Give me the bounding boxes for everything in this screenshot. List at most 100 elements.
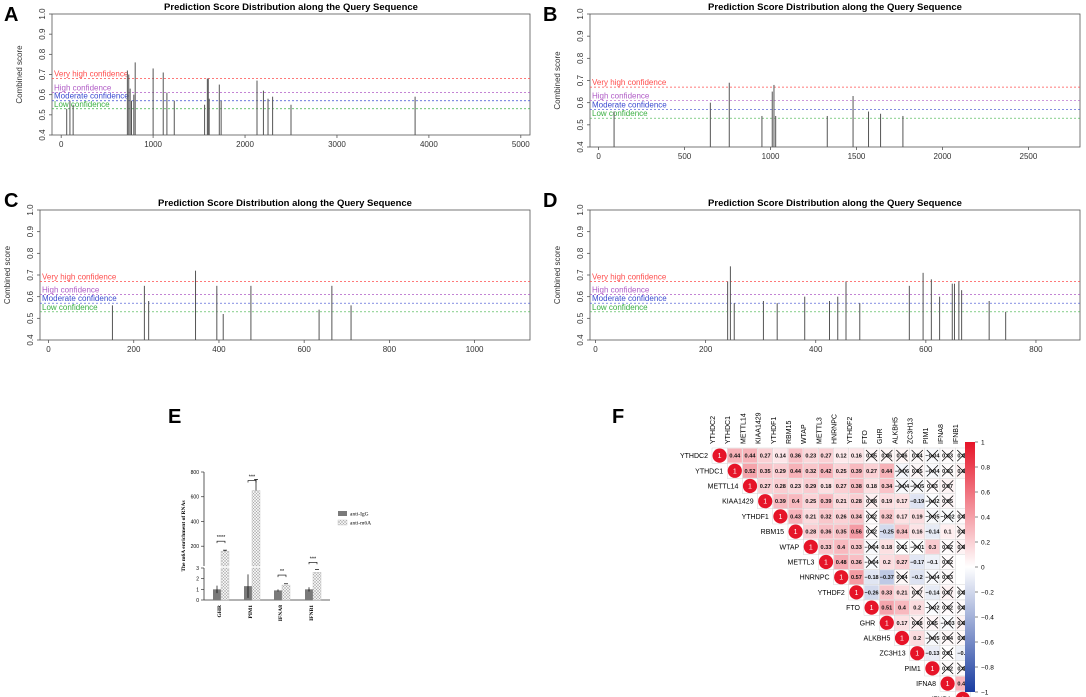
panel-e-ytick-label: 3 xyxy=(196,566,199,572)
panel-f-col-label: YTHDC1 xyxy=(725,416,732,444)
panel-f-cell-value: −0.04 xyxy=(925,575,940,581)
panel-f-cell-value: 0.03 xyxy=(942,454,953,460)
panel-f-cell-fill xyxy=(879,600,894,615)
panel-f-cell-value: 0.4 xyxy=(837,545,846,551)
panel-letter-a: A xyxy=(4,4,19,26)
panel-f-insignificant-cross xyxy=(880,449,893,462)
panel-f-cell-value: 0.44 xyxy=(745,454,757,460)
panel-f-cell-value: 0.28 xyxy=(805,530,816,536)
panel-a-threshold-label: High confidence xyxy=(54,84,112,93)
panel-a-ytick-label: 0.8 xyxy=(38,48,47,60)
panel-f-cell-fill xyxy=(849,570,864,585)
panel-f-cell-value: 0.36 xyxy=(790,454,801,460)
panel-f-row-label: YTHDC1 xyxy=(695,468,723,475)
panel-c-title: Prediction Score Distribution along the … xyxy=(158,198,412,209)
panel-e-ytick-label: 400 xyxy=(191,519,200,525)
panel-f-col-label: YTHDC2 xyxy=(710,416,717,444)
panel-f-cell-value: 0.16 xyxy=(851,454,862,460)
panel-f-cell-fill xyxy=(910,494,925,509)
panel-f-cell-value: 1 xyxy=(748,484,752,491)
panel-f-row-label: HNRNPC xyxy=(800,575,830,582)
panel-f-cell-fill xyxy=(818,448,834,463)
panel-f-cell-value: 0.03 xyxy=(957,666,968,672)
panel-b-xtick-label: 1000 xyxy=(762,152,780,161)
panel-f-insignificant-cross xyxy=(941,601,954,614)
panel-f-cell-fill xyxy=(879,463,894,478)
panel-f-insignificant-cross xyxy=(896,571,908,584)
panel-e-legend-m6a: anti-m6A xyxy=(350,521,371,527)
panel-a-threshold-label: Moderate confidence xyxy=(54,92,129,101)
panel-f-cell-value: 1 xyxy=(946,681,950,688)
panel-f-cell-fill xyxy=(925,646,940,661)
panel-f-cell-fill xyxy=(818,478,834,494)
panel-f-cell-value: 0.01 xyxy=(957,454,968,460)
panel-f-cell-fill xyxy=(849,554,864,570)
panel-f-cell-value: 0.39 xyxy=(821,499,832,505)
panel-a-ytick-label: 1.0 xyxy=(38,8,47,20)
panel-f-colorbar xyxy=(965,442,975,692)
panel-a-ytick-label: 0.6 xyxy=(38,89,47,101)
panel-a-threshold-label: Low confidence xyxy=(54,100,110,109)
panel-f-cell-value: 0.04 xyxy=(897,575,909,581)
panel-f-cell-value: 0.02 xyxy=(866,530,877,536)
panel-b-xtick-label: 0 xyxy=(596,152,601,161)
panel-d-threshold-label: Low confidence xyxy=(592,303,648,312)
panel-f-row-label: METTL3 xyxy=(788,560,815,567)
panel-letter-d: D xyxy=(543,190,558,212)
panel-f-cell-value: 0.27 xyxy=(836,484,847,490)
panel-e-legend-swatch-igg xyxy=(338,511,347,516)
panel-f-cell-value: 0.07 xyxy=(942,484,953,490)
panel-f-col-label: IFNB1 xyxy=(953,424,960,444)
panel-e-bar-m6a xyxy=(281,584,291,601)
panel-f-cell-value: −0.04 xyxy=(925,469,940,475)
panel-d-xtick-label: 400 xyxy=(809,345,823,354)
panel-b-ytick-label: 1.0 xyxy=(576,8,585,20)
panel-f-insignificant-cross xyxy=(926,571,939,584)
panel-a-ytick-label: 0.4 xyxy=(38,129,47,141)
panel-f-cell-fill xyxy=(864,463,879,478)
panel-f-cell-value: 0.2 xyxy=(883,560,891,566)
panel-f-cell-value: 0.12 xyxy=(836,454,847,460)
panel-c-threshold-label: Low confidence xyxy=(42,303,98,312)
panel-e-bar-igg xyxy=(305,589,313,600)
panel-f-cell-value: 0.43 xyxy=(790,514,801,520)
panel-f-cell-value: −0.02 xyxy=(941,514,955,520)
panel-f-cell-value: 1 xyxy=(794,529,798,536)
panel-f-cell-fill xyxy=(849,463,864,478)
panel-c-chart: Prediction Score Distribution along the … xyxy=(3,198,531,354)
panel-f-colorbar-label: 0.8 xyxy=(981,465,990,472)
panel-b-ytick-label: 0.9 xyxy=(576,30,585,42)
panel-f-cell-value: 0.32 xyxy=(881,514,892,520)
panel-f-cell-fill xyxy=(894,615,910,630)
panel-e-bar-m6a xyxy=(251,567,261,601)
panel-f-cell-value: 0.48 xyxy=(836,560,847,566)
panel-f-cell-fill xyxy=(879,524,894,539)
panel-f-cell-value: 0.33 xyxy=(851,545,862,551)
panel-f-col-label: GHR xyxy=(877,428,884,444)
panel-f-cell-fill xyxy=(834,478,849,494)
panel-f-cell-value: 0.23 xyxy=(790,484,801,490)
panel-f-diagonal-circle xyxy=(742,478,758,494)
panel-f-row-label: KIAA1429 xyxy=(722,499,754,506)
panel-a-ytick-label: 0.5 xyxy=(38,109,47,121)
panel-e-category-label: IFNA8 xyxy=(278,605,284,621)
panel-f-cell-value: −0.04 xyxy=(865,560,880,566)
panel-f-cell-value: −0.04 xyxy=(925,454,940,460)
panel-f-cell-fill xyxy=(864,478,879,494)
panel-f-chart: YTHDC2 YTHDC1 METTL14 KIAA1429 YTHDF1 RBM15 WT… xyxy=(680,412,994,697)
panel-f-cell-fill xyxy=(849,494,864,509)
panel-f-row-label: WTAP xyxy=(779,544,799,551)
panel-f-cell-value: 0.08 xyxy=(866,499,877,505)
panel-c-threshold-label: Very high confidence xyxy=(42,273,117,282)
panel-f-cell-fill xyxy=(894,494,910,509)
panel-f-cell-value: 0.01 xyxy=(942,651,953,657)
panel-f-col-label: IFNA8 xyxy=(938,424,945,444)
panel-f-cell-value: −0.2 xyxy=(912,575,923,581)
panel-f-cell-fill xyxy=(788,463,803,478)
panel-f-cell-value: −0.05 xyxy=(910,484,924,490)
panel-e-ytick-label: 800 xyxy=(191,470,200,476)
panel-f-cell-value: 0.51 xyxy=(881,606,892,612)
panel-f-cell-fill xyxy=(925,539,940,554)
panel-f-cell-value: 0.07 xyxy=(957,621,968,627)
